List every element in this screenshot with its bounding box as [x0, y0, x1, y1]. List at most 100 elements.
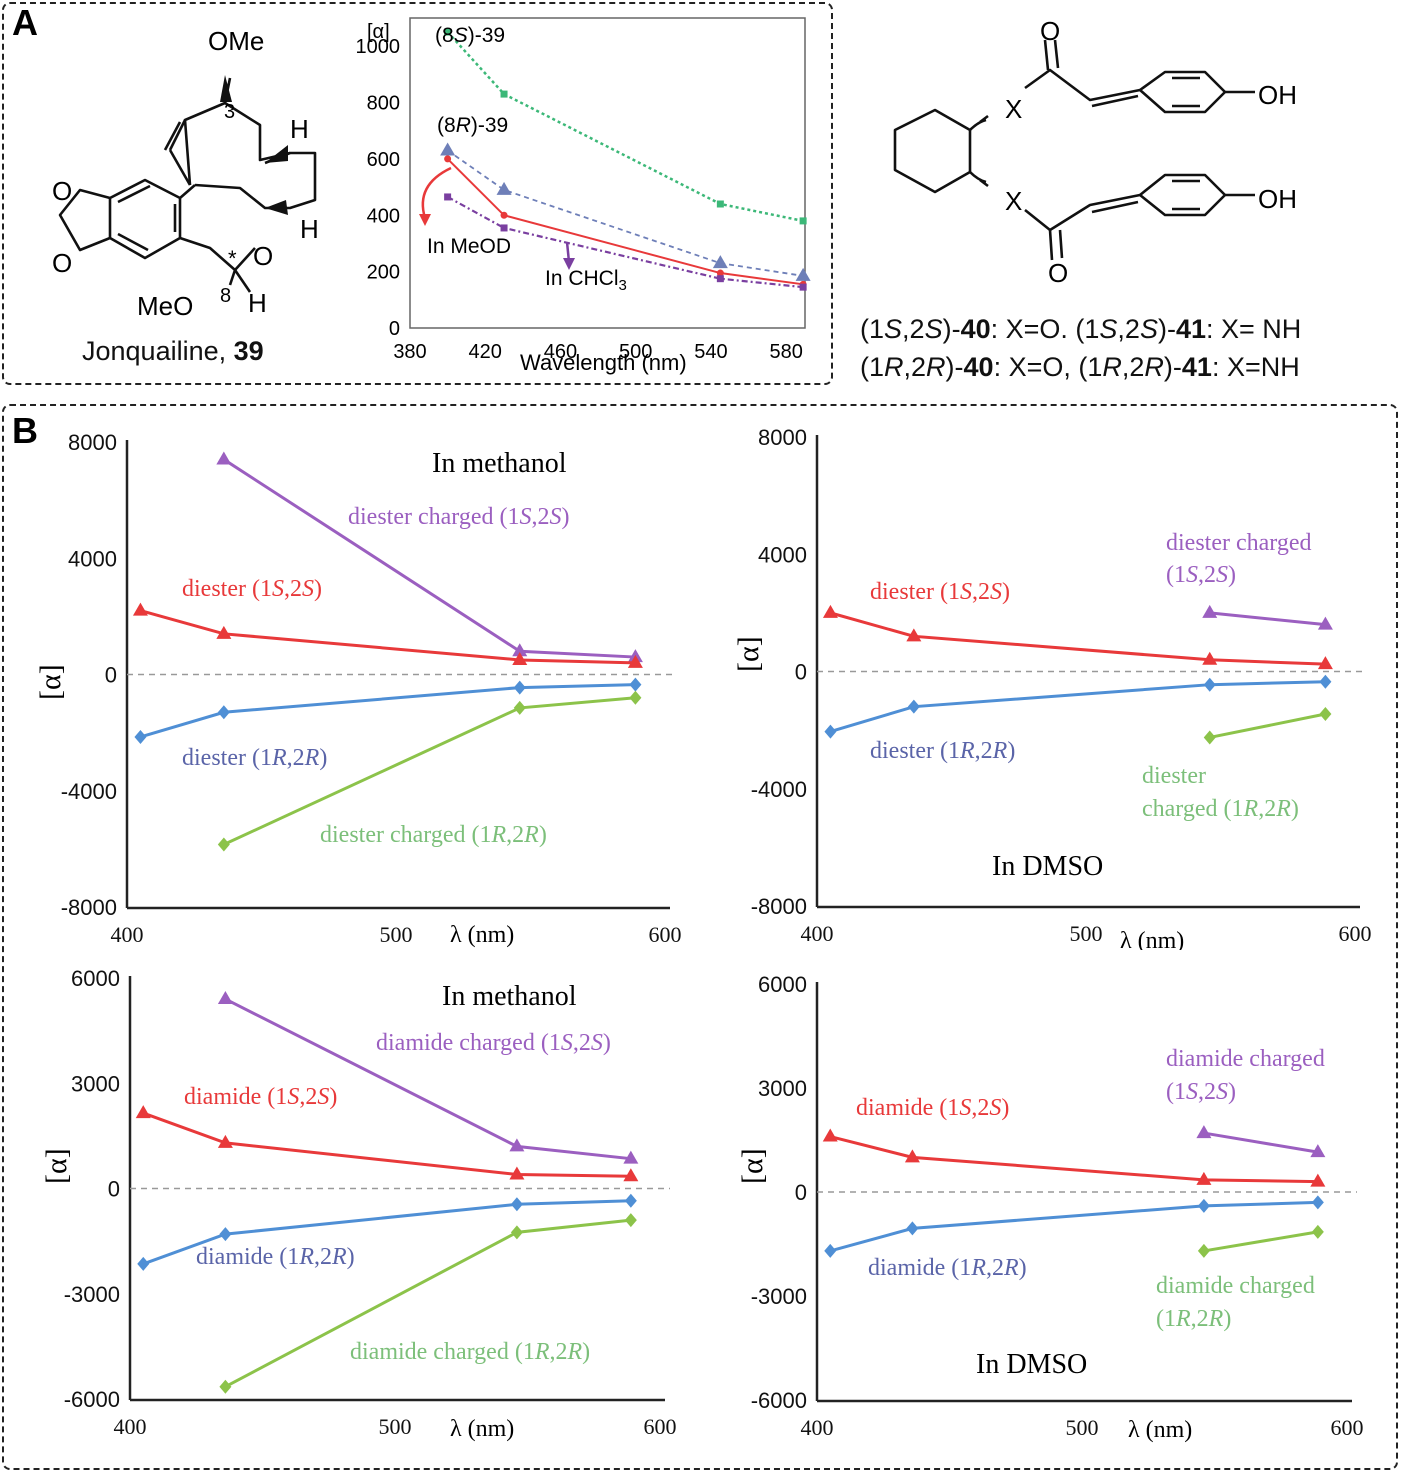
chart-b1-ytick--8000: -8000: [61, 895, 117, 920]
chart-b2-series-diester-charged-1r-2r: [1209, 712, 1326, 739]
chart-a-frame: [409, 17, 806, 329]
chart-b2-point-diester-1r-2r-546: [1203, 677, 1216, 692]
chart-b3-xtick-500: 500: [379, 1414, 412, 1439]
chart-b3-series-diamide-1s-2s: [142, 1111, 631, 1178]
chart-b4-point-diamide-1r-2r-405: [824, 1243, 837, 1258]
chart-a-series-8r-39: [447, 149, 804, 277]
chart-a-xtick-420: 420: [469, 341, 502, 363]
chart-b1-point-diester-charged-1r-2r-546: [513, 700, 526, 715]
chart-a-point-8s-39-545: [716, 200, 724, 208]
chart-b3-point-diamide-charged-1s-2s-589: [623, 1150, 639, 1164]
h8-label: H: [248, 288, 267, 318]
x-top: X: [1005, 94, 1022, 124]
chart-b4-point-diamide-1s-2s-405: [822, 1128, 838, 1142]
chart-b1-ytick-0: 0: [105, 663, 117, 688]
chart-b3-ytick--6000: -6000: [64, 1387, 120, 1412]
chart-b1-point-diester-charged-1s-2s-546: [512, 643, 528, 657]
label-diester-1r2r-b2: diester (1R,2R): [870, 738, 1015, 764]
chart-b4-xtick-400: 400: [801, 1415, 834, 1440]
chart-b3-point-diamide-charged-1s-2s-436: [217, 991, 233, 1005]
chart-b2-point-diester-1s-2s-546: [1202, 651, 1218, 665]
meod-arrow: [421, 166, 452, 219]
chart-b2-series-diester-1s-2s: [830, 611, 1326, 666]
panel-b-frame: [2, 404, 1398, 1470]
chart-a-point-8s-39-589: [799, 217, 807, 225]
chart-b4-ytick--3000: -3000: [751, 1284, 807, 1309]
chart-b1-xtick-400: 400: [111, 922, 144, 947]
chart-a-point-in-meod-545: [716, 269, 724, 277]
chart-b1-diester-methanol: -8000 -4000 0 4000 8000 400 500 600 In methanol…: [34, 430, 682, 948]
bis-coumarate-structure: O X OH X OH O: [893, 16, 1297, 288]
label-diester-charged-1s2s: diester charged (1S,2S): [348, 504, 569, 530]
chart-b3-point-diamide-charged-1r-2r-546: [510, 1225, 523, 1240]
chart-a-xtick-500: 500: [619, 341, 652, 363]
chart-a-ytick-200: 200: [367, 262, 400, 284]
chart-b2-series-diester-1r-2r: [830, 680, 1326, 734]
carbonyl-o-bottom: O: [1048, 258, 1068, 288]
chart-b1-point-diester-1s-2s-405: [132, 602, 148, 616]
chart-b3-series-diamide-charged-1s-2s: [224, 997, 632, 1161]
chart-b2-ytick--4000: -4000: [751, 777, 807, 802]
panel-b-letter: B: [12, 410, 38, 451]
oh-bottom: OH: [1258, 184, 1297, 214]
label-diester-charged-1r2r: diester charged (1R,2R): [320, 822, 547, 848]
label-diester-charged-1s2s-b2: diester charged (1S,2S): [1166, 530, 1312, 588]
chart-b3-xtick-600: 600: [644, 1414, 677, 1439]
label-diamide-1r2r-b4: diamide (1R,2R): [868, 1255, 1027, 1281]
chart-a-ytick-0: 0: [389, 318, 400, 340]
chart-b2-ytick-4000: 4000: [758, 542, 807, 567]
chart-b2-ylabel: [α]: [732, 636, 765, 672]
chart-b1-point-diester-charged-1s-2s-436: [216, 451, 232, 465]
chart-a-xtick-380: 380: [393, 341, 426, 363]
chart-b4-point-diamide-charged-1r-2r-589: [1311, 1224, 1324, 1239]
chart-b4-point-diamide-1r-2r-436: [906, 1221, 919, 1236]
chart-a-point-in-meod-430: [500, 211, 508, 219]
chart-b1-point-diester-charged-1r-2r-589: [629, 690, 642, 705]
ome-top-label: OMe: [208, 26, 264, 56]
chart-b2-point-diester-charged-1s-2s-589: [1317, 616, 1333, 630]
jonquailine-structure: OMe 3 H H O O O * 8 MeO H: [52, 26, 319, 321]
chart-a-ytick-1000: 1000: [356, 36, 401, 58]
label-meod: In MeOD: [427, 235, 511, 258]
chart-a-point-8s-39-400: [444, 28, 452, 36]
chart-b1-xtick-500: 500: [380, 922, 413, 947]
chart-b4-ytick-6000: 6000: [758, 972, 807, 997]
label-diester-1s2s: diester (1S,2S): [182, 576, 322, 602]
chart-b2-xtick-500: 500: [1070, 921, 1103, 946]
chart-a-point-8r-39-430: [496, 181, 512, 195]
chart-b3-point-diamide-1r-2r-589: [624, 1193, 637, 1208]
chart-b4-series-diamide-1r-2r: [829, 1200, 1318, 1253]
chart-b2-point-diester-charged-1r-2r-589: [1319, 707, 1332, 722]
chart-b3-point-diamide-charged-1r-2r-436: [219, 1379, 232, 1394]
chart-b3-point-diamide-1r-2r-546: [510, 1197, 523, 1212]
chart-b2-xlabel: λ (nm): [1120, 928, 1184, 950]
chart-b1-point-diester-1s-2s-589: [627, 654, 643, 668]
chart-b4-point-diamide-charged-1s-2s-589: [1310, 1144, 1326, 1158]
chart-b3-xlabel: λ (nm): [450, 1416, 514, 1442]
chart-b3-point-diamide-charged-1r-2r-589: [624, 1213, 637, 1228]
chart-a-series-in-chcl3: [447, 195, 804, 289]
chart-b1-ytick--4000: -4000: [61, 779, 117, 804]
chart-b1-series-diester-1s-2s: [140, 609, 636, 665]
chart-b2-ytick-8000: 8000: [758, 425, 807, 450]
chart-a-point-8r-39-545: [712, 255, 728, 269]
chart-b1-series-diester-1r-2r: [140, 683, 636, 739]
chart-b1-series-diester-charged-1s-2s: [223, 458, 636, 659]
chart-b3-ytick-3000: 3000: [71, 1071, 120, 1096]
carbon-8-label: 8: [220, 285, 231, 307]
x-bottom: X: [1005, 186, 1022, 216]
chart-b2-point-diester-charged-1r-2r-546: [1203, 730, 1216, 745]
chart-b3-ylabel: [α]: [40, 1148, 73, 1184]
chart-b1-point-diester-charged-1r-2r-436: [217, 837, 230, 852]
label-diester-1r2r: diester (1R,2R): [182, 745, 327, 771]
chart-b4-ytick-3000: 3000: [758, 1076, 807, 1101]
chart-b4-series-diamide-charged-1s-2s: [1203, 1131, 1319, 1154]
chart-b2-point-diester-1r-2r-405: [824, 724, 837, 739]
chart-b3-point-diamide-charged-1s-2s-546: [509, 1138, 525, 1152]
chart-b3-point-diamide-1r-2r-436: [219, 1227, 232, 1242]
chart-b4-series-diamide-1s-2s: [829, 1135, 1318, 1184]
chart-b3-series-diamide-1r-2r: [142, 1199, 631, 1266]
label-diamide-charged-1s2s: diamide charged (1S,2S): [376, 1030, 611, 1056]
chart-b2-point-diester-1r-2r-589: [1319, 674, 1332, 689]
